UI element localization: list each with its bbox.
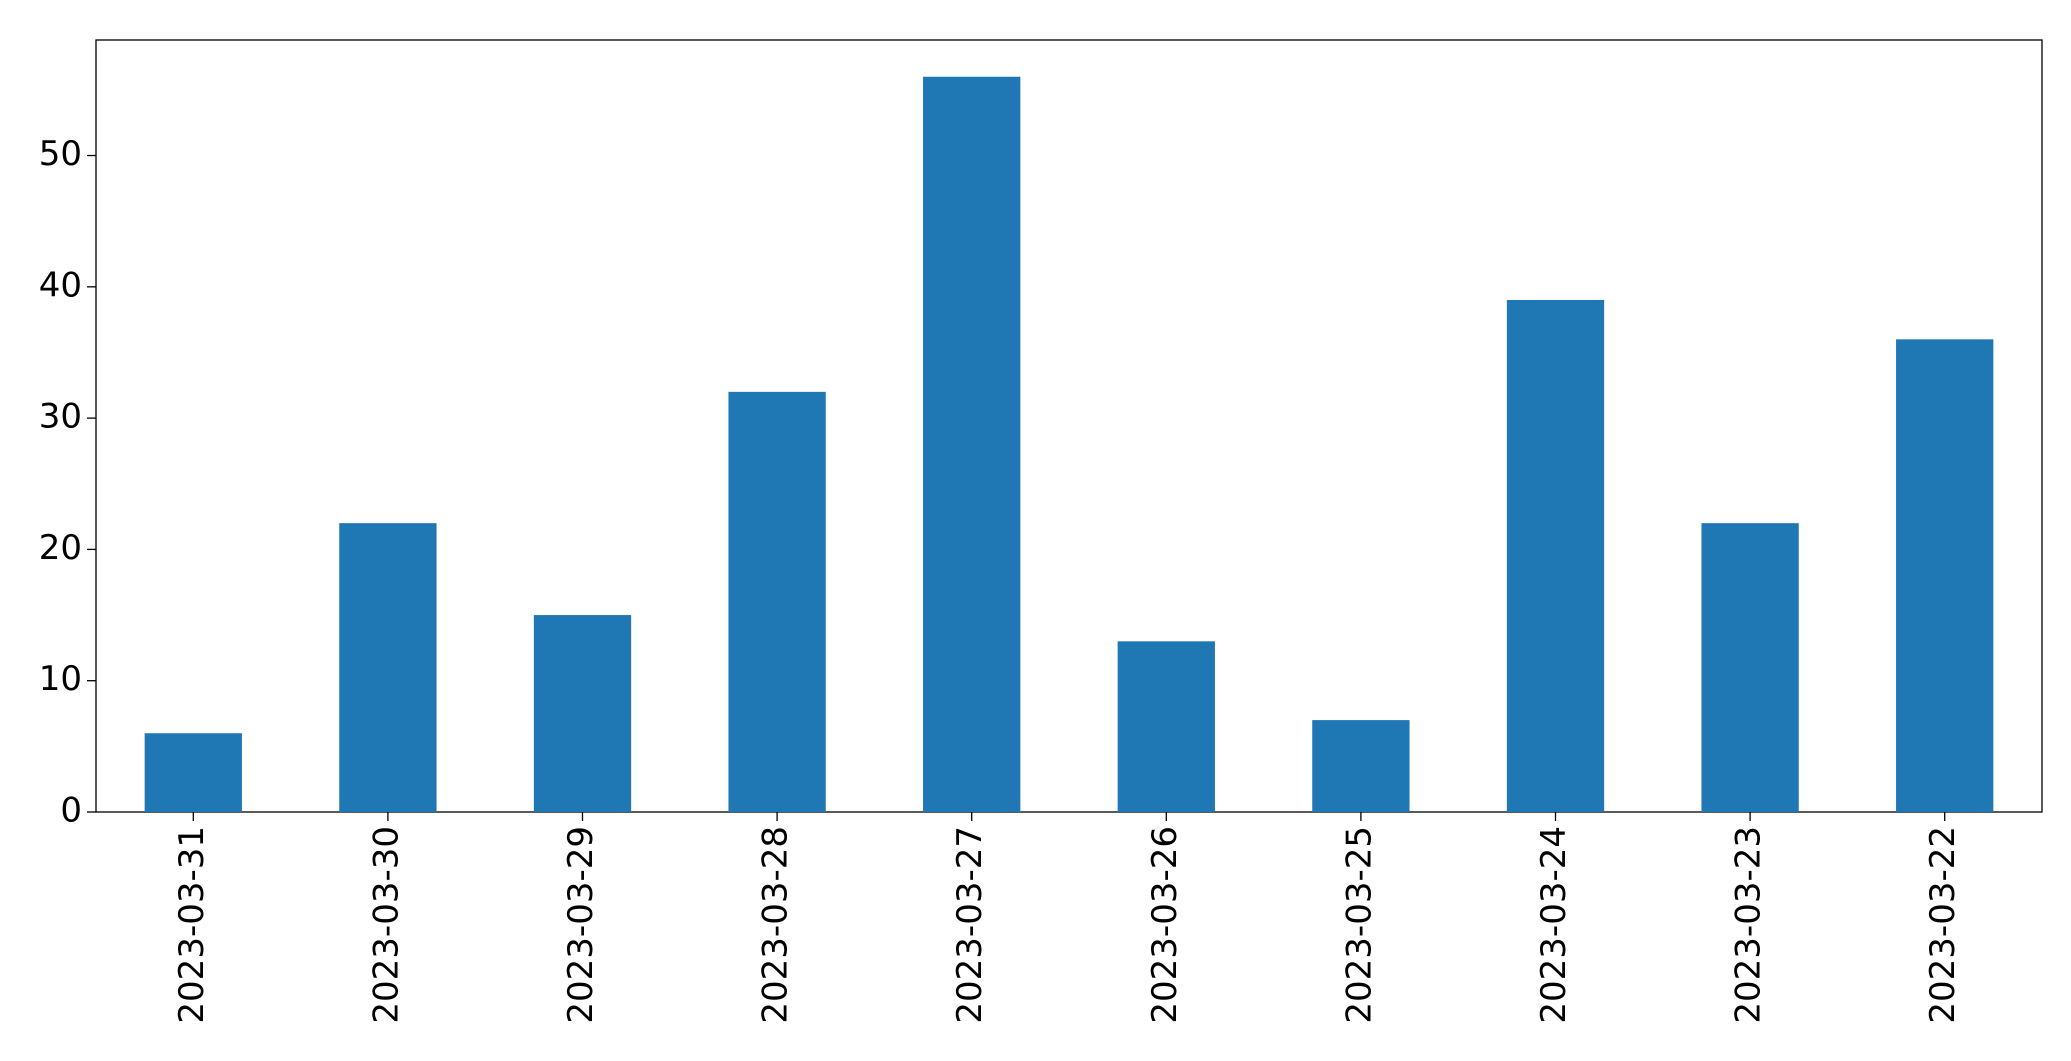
bar xyxy=(1117,641,1215,812)
x-tick-label: 2023-03-26 xyxy=(1145,826,1185,1024)
bar xyxy=(1312,720,1410,812)
bar xyxy=(339,523,437,812)
y-tick-label: 0 xyxy=(60,791,82,831)
y-tick-label: 40 xyxy=(39,265,82,305)
bar xyxy=(1896,339,1994,812)
bar xyxy=(144,733,242,812)
x-tick-label: 2023-03-27 xyxy=(950,826,990,1024)
x-tick-label: 2023-03-31 xyxy=(172,826,212,1024)
bar xyxy=(533,615,632,812)
bar xyxy=(1701,523,1799,812)
x-tick-label: 2023-03-22 xyxy=(1923,826,1963,1024)
x-tick-label: 2023-03-30 xyxy=(366,826,406,1024)
bar xyxy=(1506,299,1605,812)
x-tick-label: 2023-03-24 xyxy=(1534,826,1574,1024)
bar xyxy=(923,76,1021,812)
y-tick-label: 20 xyxy=(39,528,82,568)
bar xyxy=(728,391,826,812)
x-tick-label: 2023-03-28 xyxy=(756,826,796,1024)
x-tick-label: 2023-03-29 xyxy=(561,826,601,1024)
y-tick-label: 10 xyxy=(39,659,82,699)
y-tick-label: 50 xyxy=(39,134,82,174)
y-tick-label: 30 xyxy=(39,397,82,437)
plot-frame xyxy=(95,39,2043,813)
x-tick-label: 2023-03-25 xyxy=(1339,826,1379,1024)
x-tick-label: 2023-03-23 xyxy=(1729,826,1769,1024)
